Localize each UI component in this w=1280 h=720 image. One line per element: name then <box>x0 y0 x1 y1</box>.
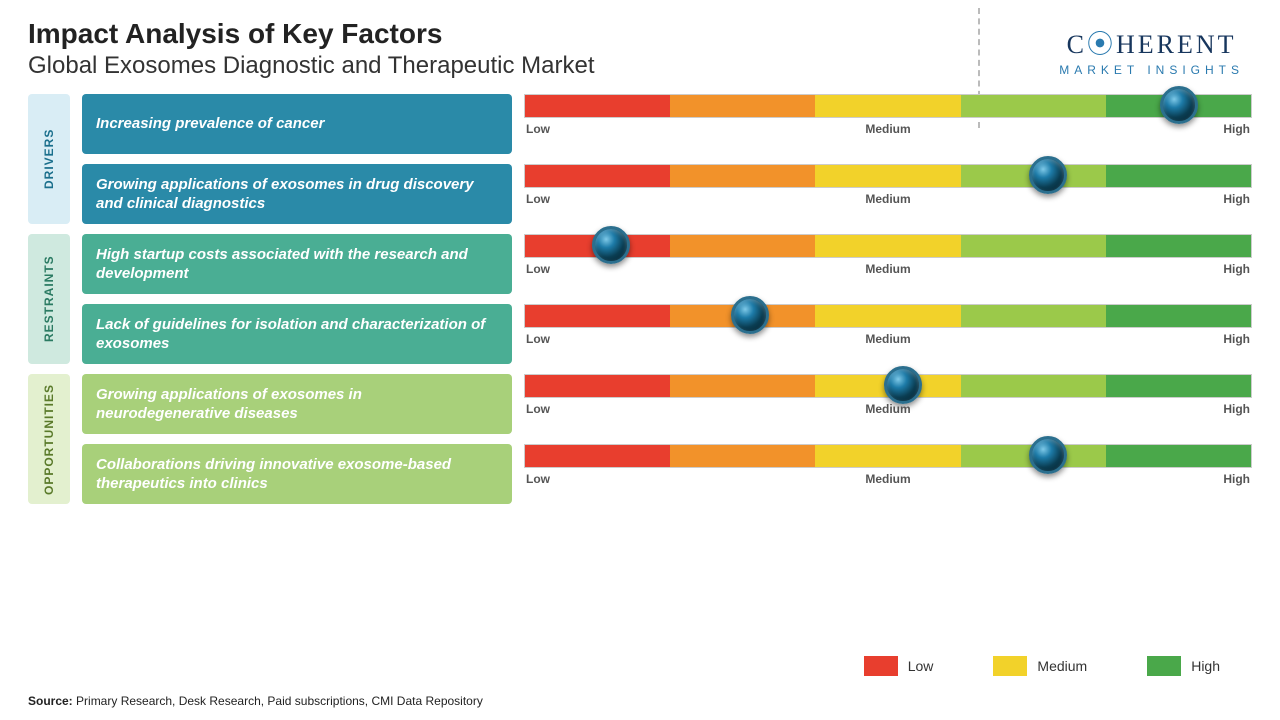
legend-swatch <box>993 656 1027 676</box>
scale-track <box>524 234 1252 258</box>
legend-item: Low <box>864 656 934 676</box>
label-medium: Medium <box>865 262 910 276</box>
scale-segment <box>961 235 1106 257</box>
scale-track <box>524 94 1252 118</box>
label-low: Low <box>526 122 550 136</box>
source-note: Source: Primary Research, Desk Research,… <box>28 694 483 708</box>
impact-scale: Low Medium High <box>524 304 1252 364</box>
label-high: High <box>1223 122 1250 136</box>
impact-knob <box>731 296 769 334</box>
scale-segment <box>1106 375 1251 397</box>
scale-segment <box>670 235 815 257</box>
scale-segment <box>1106 165 1251 187</box>
scale-segment <box>961 95 1106 117</box>
label-low: Low <box>526 402 550 416</box>
scale-segment <box>525 375 670 397</box>
logo-line2: MARKET INSIGHTS <box>1059 63 1244 77</box>
scale-segment <box>961 305 1106 327</box>
label-low: Low <box>526 262 550 276</box>
label-high: High <box>1223 192 1250 206</box>
label-high: High <box>1223 332 1250 346</box>
label-low: Low <box>526 332 550 346</box>
category-tab: OPPORTUNITIES <box>28 374 70 504</box>
factor-label: Increasing prevalence of cancer <box>82 94 512 154</box>
label-medium: Medium <box>865 402 910 416</box>
factor-label: Growing applications of exosomes in neur… <box>82 374 512 434</box>
legend-label: Medium <box>1037 658 1087 674</box>
scale-segment <box>815 95 960 117</box>
factor-label: Collaborations driving innovative exosom… <box>82 444 512 504</box>
scale-labels: Low Medium High <box>524 332 1252 346</box>
scale-segment <box>670 375 815 397</box>
scale-labels: Low Medium High <box>524 402 1252 416</box>
legend: Low Medium High <box>864 656 1220 676</box>
scale-segment <box>815 235 960 257</box>
scale-segment <box>525 445 670 467</box>
scale-labels: Low Medium High <box>524 472 1252 486</box>
scale-labels: Low Medium High <box>524 262 1252 276</box>
label-high: High <box>1223 402 1250 416</box>
label-high: High <box>1223 262 1250 276</box>
scale-segment <box>1106 305 1251 327</box>
scale-segment <box>961 375 1106 397</box>
label-low: Low <box>526 192 550 206</box>
source-prefix: Source: <box>28 694 73 708</box>
impact-scale: Low Medium High <box>524 444 1252 504</box>
label-medium: Medium <box>865 192 910 206</box>
legend-swatch <box>864 656 898 676</box>
scale-segment <box>525 305 670 327</box>
legend-label: Low <box>908 658 934 674</box>
impact-knob <box>1160 86 1198 124</box>
scale-segment <box>670 95 815 117</box>
label-medium: Medium <box>865 122 910 136</box>
impact-knob <box>1029 156 1067 194</box>
impact-knob <box>884 366 922 404</box>
scale-segment <box>525 165 670 187</box>
factor-label: Lack of guidelines for isolation and cha… <box>82 304 512 364</box>
factor-labels: Increasing prevalence of cancer Growing a… <box>82 94 512 504</box>
brand-logo: C⦿HERENT MARKET INSIGHTS <box>1059 24 1244 77</box>
impact-scale: Low Medium High <box>524 164 1252 224</box>
impact-scale: Low Medium High <box>524 234 1252 294</box>
scale-track <box>524 444 1252 468</box>
legend-item: High <box>1147 656 1220 676</box>
scale-segment <box>525 95 670 117</box>
impact-knob <box>592 226 630 264</box>
category-tabs: DRIVERS RESTRAINTS OPPORTUNITIES <box>28 94 70 504</box>
scale-segment <box>815 165 960 187</box>
category-tab: DRIVERS <box>28 94 70 224</box>
scale-segment <box>815 445 960 467</box>
scale-track <box>524 164 1252 188</box>
scale-labels: Low Medium High <box>524 122 1252 136</box>
factor-label: High startup costs associated with the r… <box>82 234 512 294</box>
impact-scale: Low Medium High <box>524 94 1252 154</box>
scale-segment <box>670 165 815 187</box>
scale-segment <box>1106 445 1251 467</box>
scale-segment <box>1106 235 1251 257</box>
scale-labels: Low Medium High <box>524 192 1252 206</box>
scale-segment <box>670 445 815 467</box>
source-text: Primary Research, Desk Research, Paid su… <box>73 694 483 708</box>
label-high: High <box>1223 472 1250 486</box>
legend-item: Medium <box>993 656 1087 676</box>
chart-area: DRIVERS RESTRAINTS OPPORTUNITIES Increasin… <box>28 94 1252 504</box>
scale-tracks: LowMediumHighLowMediumHighLowMediumHighL… <box>524 94 1252 504</box>
scale-segment <box>815 305 960 327</box>
legend-label: High <box>1191 658 1220 674</box>
impact-knob <box>1029 436 1067 474</box>
factor-label: Growing applications of exosomes in drug… <box>82 164 512 224</box>
category-tab: RESTRAINTS <box>28 234 70 364</box>
logo-line1: C⦿HERENT <box>1059 24 1244 61</box>
label-medium: Medium <box>865 332 910 346</box>
scale-track <box>524 304 1252 328</box>
legend-swatch <box>1147 656 1181 676</box>
label-low: Low <box>526 472 550 486</box>
label-medium: Medium <box>865 472 910 486</box>
impact-scale: Low Medium High <box>524 374 1252 434</box>
